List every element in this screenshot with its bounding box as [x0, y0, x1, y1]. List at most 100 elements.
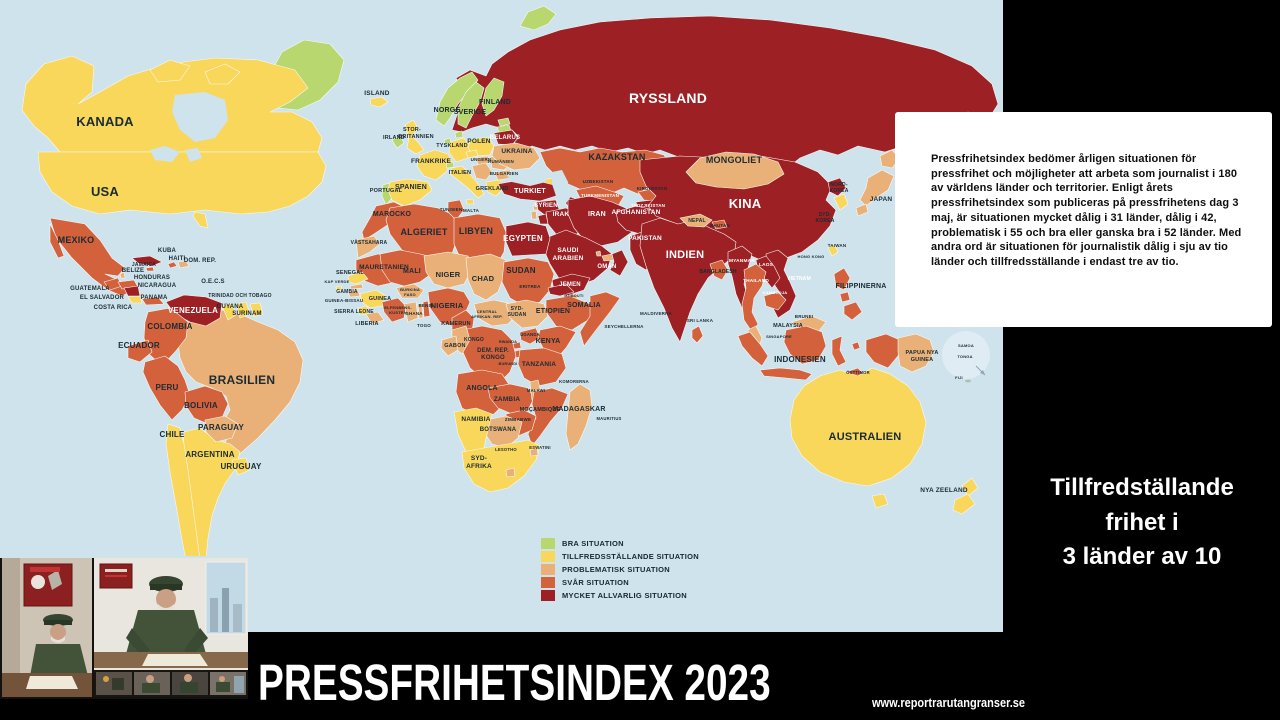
info-box: Pressfrihetsindex bedömer årligen situat…: [895, 112, 1272, 327]
country-label: BRASILIEN: [209, 373, 275, 387]
country-shape: [131, 255, 163, 267]
country-shape: [475, 155, 491, 166]
country-iran: [567, 195, 639, 247]
country-shape: [759, 367, 813, 381]
country-shape: [221, 302, 237, 321]
country-mongolia: [685, 151, 785, 190]
website-url: www.reportrarutangranser.se: [872, 696, 1026, 710]
slide-title: PRESSFRIHETSINDEX 2023: [258, 654, 771, 711]
country-label: GUINEA: [369, 296, 392, 302]
country-label: ANGOLA: [466, 385, 498, 392]
legend-row: SVÅR SITUATION: [541, 576, 699, 589]
country-label: DEM. REP.: [477, 348, 509, 354]
country-label: OMAN: [597, 264, 616, 270]
country-label: GHANA: [405, 311, 423, 316]
country-label: NIGERIA: [431, 301, 464, 310]
country-label: PORTUGAL: [370, 188, 403, 194]
country-label: RWANDA: [499, 340, 517, 344]
country-shape: [763, 291, 787, 311]
country-label: ERITREA: [519, 284, 541, 289]
country-label: MADAGASKAR: [552, 406, 605, 413]
legend-row: PROBLEMATISK SITUATION: [541, 563, 699, 576]
country-label: AUSTRALIEN: [829, 431, 902, 443]
country-label: MALAWI: [527, 388, 545, 393]
country-label: UZBEKISTAN: [583, 179, 614, 184]
country-label: AFRIKAN. REP.: [471, 314, 503, 319]
legend-label: TILLFREDSSTÄLLANDE SITUATION: [562, 552, 700, 561]
country-label: SEYCHELLERNA: [604, 324, 644, 329]
country-label: MEXIKO: [58, 235, 95, 245]
country-label: THAILAND: [743, 278, 769, 284]
country-label: KAMBODJA: [763, 290, 788, 295]
country-label: BHUTAN: [710, 223, 730, 228]
country-label: KOMORERNA: [559, 379, 589, 384]
country-shape: [691, 325, 704, 344]
country-label: ZIMBABWE: [505, 417, 531, 422]
world-map-panel: KANADA USA MEXIKO KUBA HAITI DOM. REP. JAMAICA…: [0, 0, 1003, 632]
stat-line-2: frihet i: [1105, 508, 1179, 536]
country-label: BENIN: [418, 303, 433, 308]
country-shape: [127, 339, 153, 363]
country-label: SAMOA: [958, 343, 974, 348]
country-label: KAMERUN: [441, 321, 471, 327]
country-label: KONGO: [464, 337, 484, 343]
country-label: LAOS: [759, 262, 774, 268]
country-shape: [204, 63, 241, 85]
country-label: MAURETANIEN: [359, 264, 409, 271]
country-label: EGYPTEN: [503, 234, 543, 243]
country-label: SYRIEN: [534, 203, 558, 209]
country-label: KONGO: [481, 355, 505, 361]
country-label: ELFENBENS-: [384, 305, 412, 310]
country-shape: [871, 493, 889, 509]
country-shape: [416, 149, 453, 181]
country-label: NORGE: [434, 107, 461, 114]
country-shape: [149, 59, 191, 83]
country-shape: [454, 130, 464, 139]
country-shape: [204, 415, 239, 443]
country-label: MALDIVERNA: [640, 311, 673, 316]
country-shape: [609, 249, 629, 277]
country-label: FASO: [404, 292, 416, 297]
country-shape: [517, 347, 567, 387]
info-box-text: Pressfrihetsindex bedömer årligen situat…: [931, 153, 1242, 269]
country-shape: [440, 335, 459, 357]
country-label: SINGAPORE: [766, 334, 792, 339]
country-label: VÄSTSAHARA: [351, 239, 388, 246]
country-label: GUINEA: [911, 357, 934, 363]
country-label: HONG KONG: [798, 254, 825, 259]
country-shape: [471, 162, 493, 181]
country-label: ALGERIET: [400, 227, 447, 237]
country-label: ETIOPIEN: [536, 308, 570, 315]
paper-large: [142, 654, 208, 666]
video-thumbnail[interactable]: [0, 556, 248, 699]
country-label: GUYANA: [217, 304, 244, 310]
country-label: URUGUAY: [220, 462, 262, 471]
country-label: HAITI: [169, 256, 186, 262]
country-shape: [827, 177, 847, 197]
country-shape: [404, 119, 425, 155]
country-label: TAIWAN: [828, 243, 847, 248]
country-label: STOR-: [403, 127, 421, 133]
country-label: AFRIKA: [466, 463, 492, 470]
country-shape: [172, 92, 228, 142]
country-label: BOTSWANA: [480, 427, 517, 433]
country-label: IRLAND: [383, 135, 405, 141]
country-label: FIJI: [955, 375, 963, 380]
country-shape: [519, 327, 541, 345]
country-label: SIERRA LEONE: [334, 309, 374, 315]
country-label: KAP VERDE: [324, 279, 349, 284]
country-papua-new-guinea: [897, 333, 935, 373]
country-madagascar: [565, 383, 593, 451]
country-shape: [737, 331, 769, 367]
country-south-africa: [461, 439, 541, 493]
paper: [26, 676, 78, 689]
country-label: BELIZE: [122, 268, 145, 274]
country-label: UNGERN: [471, 157, 492, 162]
country-label: LIBYEN: [459, 226, 493, 236]
country-label: CHAD: [472, 274, 495, 283]
country-label: SUDAN: [508, 312, 527, 318]
country-label: PAPUA NYA: [905, 350, 938, 356]
country-label: ESWATINI: [529, 445, 551, 450]
country-shape: [145, 266, 155, 272]
